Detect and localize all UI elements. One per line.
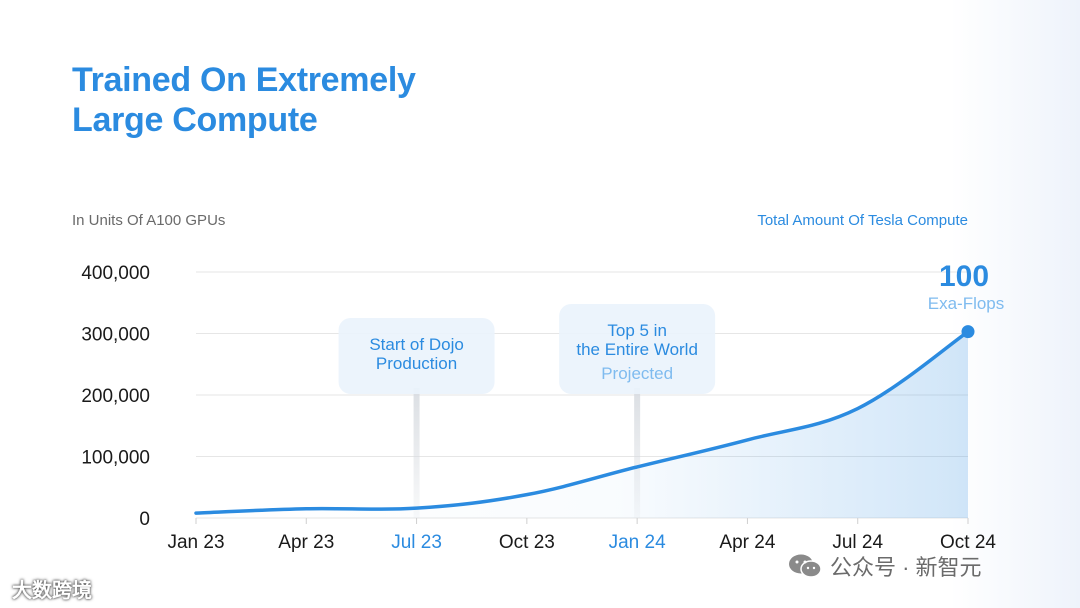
x-tick-label: Jul 23 <box>391 532 442 553</box>
y-tick-label: 200,000 <box>81 386 150 407</box>
y-tick-label: 300,000 <box>81 325 150 346</box>
wechat-icon <box>789 554 822 578</box>
series-area <box>196 331 968 518</box>
watermark-left: 大数跨境 <box>12 580 92 602</box>
annotation-subtext: Projected <box>601 364 673 383</box>
series-end-point <box>961 325 975 339</box>
y-units-label: In Units Of A100 GPUs <box>72 212 226 229</box>
annotation-text: Top 5 in <box>607 321 667 340</box>
y-tick-label: 100,000 <box>81 448 150 469</box>
watermark-right: 公众号 · 新智元 <box>788 550 982 582</box>
annotation-text: Production <box>376 354 457 373</box>
end-label-unit: Exa-Flops <box>928 294 1005 313</box>
annotation-pole <box>413 388 420 518</box>
watermark-right-text: 公众号 · 新智元 <box>830 555 982 580</box>
series-label: Total Amount Of Tesla Compute <box>757 212 968 229</box>
y-tick-label: 400,000 <box>81 263 150 284</box>
end-label-value: 100 <box>939 260 989 293</box>
series-line <box>194 329 970 515</box>
x-tick-label: Jan 23 <box>167 532 224 553</box>
chart-title: Trained On Extremely Large Compute <box>72 60 416 140</box>
annotation-text: the Entire World <box>576 340 698 359</box>
x-tick-label: Apr 24 <box>719 532 775 553</box>
annotation-box <box>338 318 495 394</box>
annotation-box <box>559 304 716 394</box>
x-tick-label: Jul 24 <box>832 532 883 553</box>
y-tick-label: 0 <box>139 509 150 530</box>
x-tick-label: Jan 24 <box>609 532 666 553</box>
annotation-text: Start of Dojo <box>369 335 464 354</box>
x-tick-label: Oct 24 <box>940 532 996 553</box>
chart-title-line2: Large Compute <box>72 101 318 139</box>
chart-title-line1: Trained On Extremely <box>72 61 416 99</box>
x-tick-label: Apr 23 <box>278 532 334 553</box>
annotation-pole <box>634 388 641 518</box>
x-tick-label: Oct 23 <box>499 532 555 553</box>
